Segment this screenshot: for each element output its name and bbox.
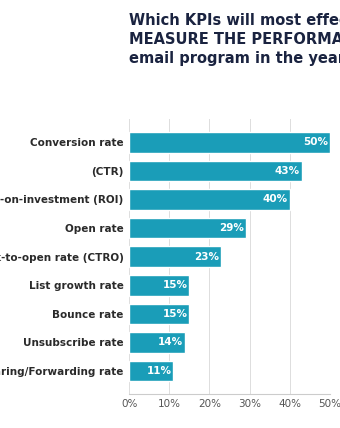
Text: 23%: 23% [194,252,220,262]
Bar [129,303,189,324]
Bar [129,332,185,353]
Text: 15%: 15% [163,280,187,290]
Text: 50%: 50% [303,137,328,147]
Text: 43%: 43% [275,166,300,176]
Text: 40%: 40% [262,194,288,205]
Text: 14%: 14% [158,337,183,348]
Bar [129,189,290,210]
Text: 11%: 11% [146,366,171,376]
Text: 15%: 15% [163,309,187,319]
Bar [129,132,330,152]
Bar [129,160,302,181]
Bar [129,218,245,238]
Bar [129,247,221,267]
Text: 29%: 29% [219,223,243,233]
Text: Which KPIs will most effectively
MEASURE THE PERFORMANCE of your
email program i: Which KPIs will most effectively MEASURE… [129,13,340,66]
Bar [129,275,189,295]
Bar [129,361,173,381]
